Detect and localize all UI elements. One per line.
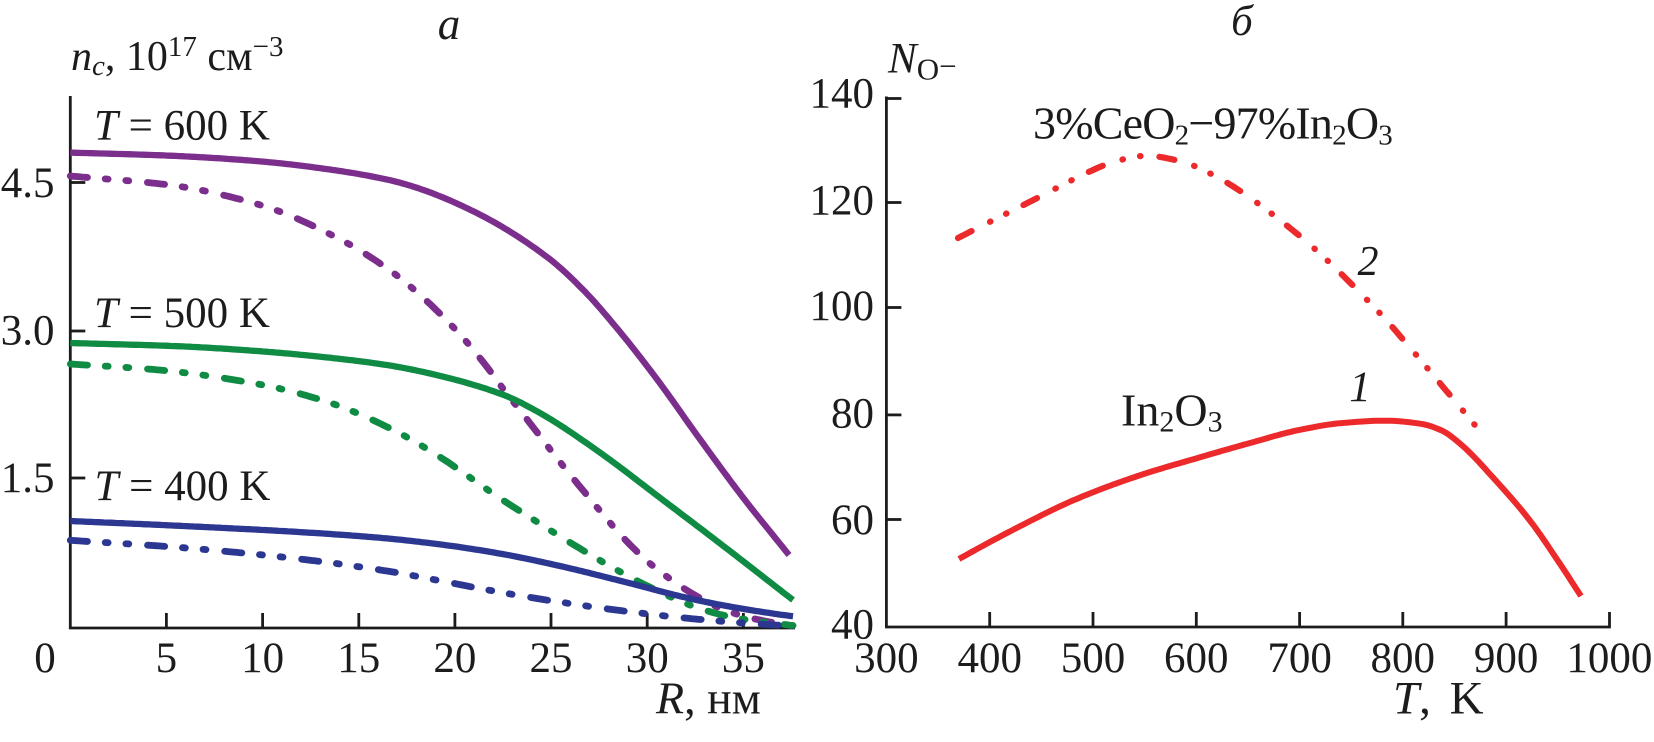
- svg-text:T = 600 K: T = 600 K: [94, 103, 270, 150]
- svg-text:40: 40: [831, 602, 874, 649]
- svg-text:T = 400 K: T = 400 K: [95, 463, 271, 510]
- svg-text:15: 15: [337, 635, 380, 682]
- svg-text:1: 1: [1349, 364, 1371, 411]
- svg-text:300: 300: [854, 635, 919, 682]
- svg-text:R, нм: R, нм: [655, 673, 761, 724]
- svg-text:80: 80: [831, 391, 874, 438]
- svg-text:4.5: 4.5: [1, 160, 55, 207]
- svg-text:35: 35: [722, 635, 765, 682]
- svg-text:0: 0: [34, 635, 56, 682]
- svg-text:400: 400: [957, 635, 1022, 682]
- svg-text:900: 900: [1474, 635, 1539, 682]
- svg-text:60: 60: [831, 497, 874, 544]
- svg-text:3.0: 3.0: [1, 308, 55, 355]
- svg-text:25: 25: [530, 635, 573, 682]
- svg-text:T = 500 K: T = 500 K: [94, 290, 270, 337]
- svg-text:120: 120: [810, 177, 875, 224]
- svg-text:б: б: [1231, 0, 1254, 45]
- svg-text:NO−: NO−: [887, 36, 957, 87]
- svg-text:a: a: [438, 0, 461, 49]
- svg-text:600: 600: [1164, 635, 1229, 682]
- svg-text:2: 2: [1358, 239, 1379, 285]
- svg-text:10: 10: [241, 635, 284, 682]
- svg-text:30: 30: [626, 635, 669, 682]
- svg-text:3%CeO2−97%In2O3: 3%CeO2−97%In2O3: [1033, 98, 1392, 152]
- svg-text:nc, 1017 см−3: nc, 1017 см−3: [71, 31, 283, 82]
- svg-text:1000: 1000: [1566, 635, 1652, 682]
- svg-text:5: 5: [156, 635, 178, 682]
- svg-text:T, K: T, K: [1393, 673, 1484, 725]
- svg-text:100: 100: [810, 283, 875, 330]
- svg-text:1.5: 1.5: [1, 455, 55, 502]
- svg-text:In2O3: In2O3: [1121, 385, 1223, 439]
- svg-text:20: 20: [433, 635, 476, 682]
- svg-text:800: 800: [1371, 635, 1436, 682]
- svg-text:700: 700: [1267, 635, 1332, 682]
- svg-text:140: 140: [810, 70, 875, 117]
- svg-text:500: 500: [1061, 635, 1126, 682]
